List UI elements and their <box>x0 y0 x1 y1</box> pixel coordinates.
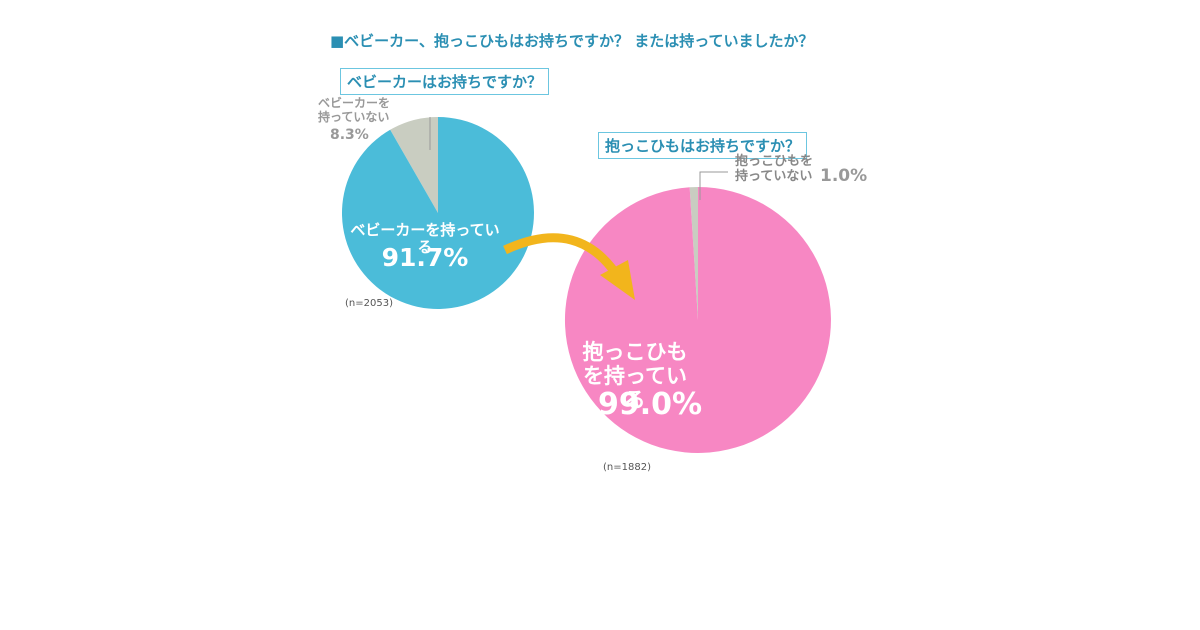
slice-label: 抱っこひもを持っている <box>582 340 688 413</box>
arrow-head <box>600 260 635 300</box>
value-label: 99.0% <box>597 387 703 422</box>
pie-slice <box>689 187 698 320</box>
slice-label: ベビーカーを持っている <box>350 221 500 257</box>
value-label: 1.0% <box>820 166 868 186</box>
pie-slice <box>390 117 438 213</box>
page-title: ■ベビーカー、抱っこひもはお持ちですか？ または持っていましたか？ <box>330 32 814 50</box>
slice-label: ベビーカーを持っていない <box>318 96 391 124</box>
slice-label: 抱っこひもを持っていない <box>735 154 814 184</box>
value-label: 91.7% <box>381 243 469 272</box>
arrow <box>503 233 624 283</box>
sample-note: (n=1882) <box>603 462 651 473</box>
chart-title: 抱っこひもはお持ちですか？ <box>598 132 808 159</box>
pie-slice <box>341 117 534 309</box>
pie-slice <box>564 187 831 453</box>
leader-line <box>699 171 728 200</box>
sample-note: (n=2053) <box>345 298 393 309</box>
value-label: 8.3% <box>330 127 369 143</box>
chart-title: ベビーカーはお持ちですか？ <box>340 68 550 95</box>
